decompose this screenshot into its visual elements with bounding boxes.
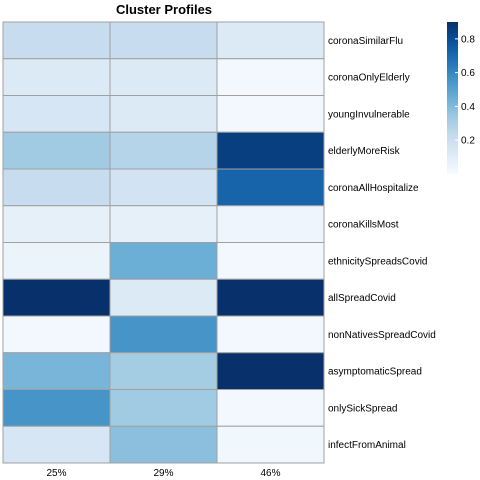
- row-label: allSpreadCovid: [328, 293, 396, 304]
- heatmap-cell: [2, 205, 111, 243]
- row-label: elderlyMoreRisk: [328, 146, 401, 157]
- heatmap-cell: [109, 425, 218, 464]
- heatmap-cell: [216, 95, 325, 133]
- row-label: coronaKillsMost: [328, 220, 399, 231]
- heatmap-cell: [2, 425, 111, 464]
- heatmap-cell: [109, 168, 218, 207]
- row-label: youngInvulnerable: [328, 109, 410, 120]
- column-label: 25%: [46, 468, 66, 479]
- heatmap-cell: [109, 389, 218, 427]
- chart-title: Cluster Profiles: [116, 2, 212, 17]
- heatmap-cell: [109, 242, 218, 280]
- heatmap-cell: [2, 58, 111, 96]
- heatmap-cell: [216, 278, 325, 317]
- row-label: coronaOnlyElderly: [328, 73, 410, 84]
- row-label: infectFromAnimal: [328, 440, 406, 451]
- heatmap-cell: [216, 58, 325, 96]
- row-label: nonNativesSpreadCovid: [328, 330, 436, 341]
- heatmap-cell: [109, 21, 218, 60]
- heatmap-cell: [2, 352, 111, 390]
- row-label: asymptomaticSpread: [328, 367, 422, 378]
- legend-color-bar: [447, 22, 458, 174]
- heatmap-cell: [109, 315, 218, 354]
- heatmap-cell: [109, 95, 218, 133]
- heatmap-cell: [2, 168, 111, 207]
- heatmap-cell: [216, 168, 325, 207]
- heatmap-cell: [2, 389, 111, 427]
- heatmap-cell: [216, 352, 325, 390]
- heatmap-cell: [109, 352, 218, 390]
- heatmap-cell: [2, 315, 111, 354]
- heatmap-cell: [216, 21, 325, 60]
- legend-tick-label: 0.8: [461, 34, 475, 45]
- heatmap-cell: [216, 205, 325, 243]
- heatmap-cell: [2, 131, 111, 170]
- heatmap-cell: [216, 425, 325, 464]
- heatmap-cells: [2, 21, 325, 464]
- heatmap-cell: [2, 242, 111, 280]
- column-labels: 25% 29% 46%: [46, 468, 280, 479]
- heatmap-cell: [216, 389, 325, 427]
- heatmap-cell: [109, 58, 218, 96]
- legend-tick-label: 0.6: [461, 68, 475, 79]
- row-label: coronaAllHospitalize: [328, 183, 419, 194]
- heatmap-cell: [109, 278, 218, 317]
- row-labels: coronaSimilarFlu coronaOnlyElderly youngIn…: [328, 36, 436, 451]
- heatmap-cell: [109, 205, 218, 243]
- heatmap-cell: [109, 131, 218, 170]
- column-label: 29%: [153, 468, 173, 479]
- legend-tick-label: 0.4: [461, 102, 475, 113]
- legend-tick-label: 0.2: [461, 136, 475, 147]
- row-label: coronaSimilarFlu: [328, 36, 403, 47]
- row-label: onlySickSpread: [328, 403, 397, 414]
- heatmap-cell: [2, 95, 111, 133]
- row-label: ethnicitySpreadsCovid: [328, 256, 428, 267]
- heatmap-cell: [216, 315, 325, 354]
- heatmap-cell: [216, 131, 325, 170]
- column-label: 46%: [260, 468, 280, 479]
- color-legend: 0.2 0.4 0.6 0.8: [447, 22, 475, 174]
- heatmap-cell: [216, 242, 325, 280]
- heatmap-cell: [2, 278, 111, 317]
- heatmap-cell: [2, 21, 111, 60]
